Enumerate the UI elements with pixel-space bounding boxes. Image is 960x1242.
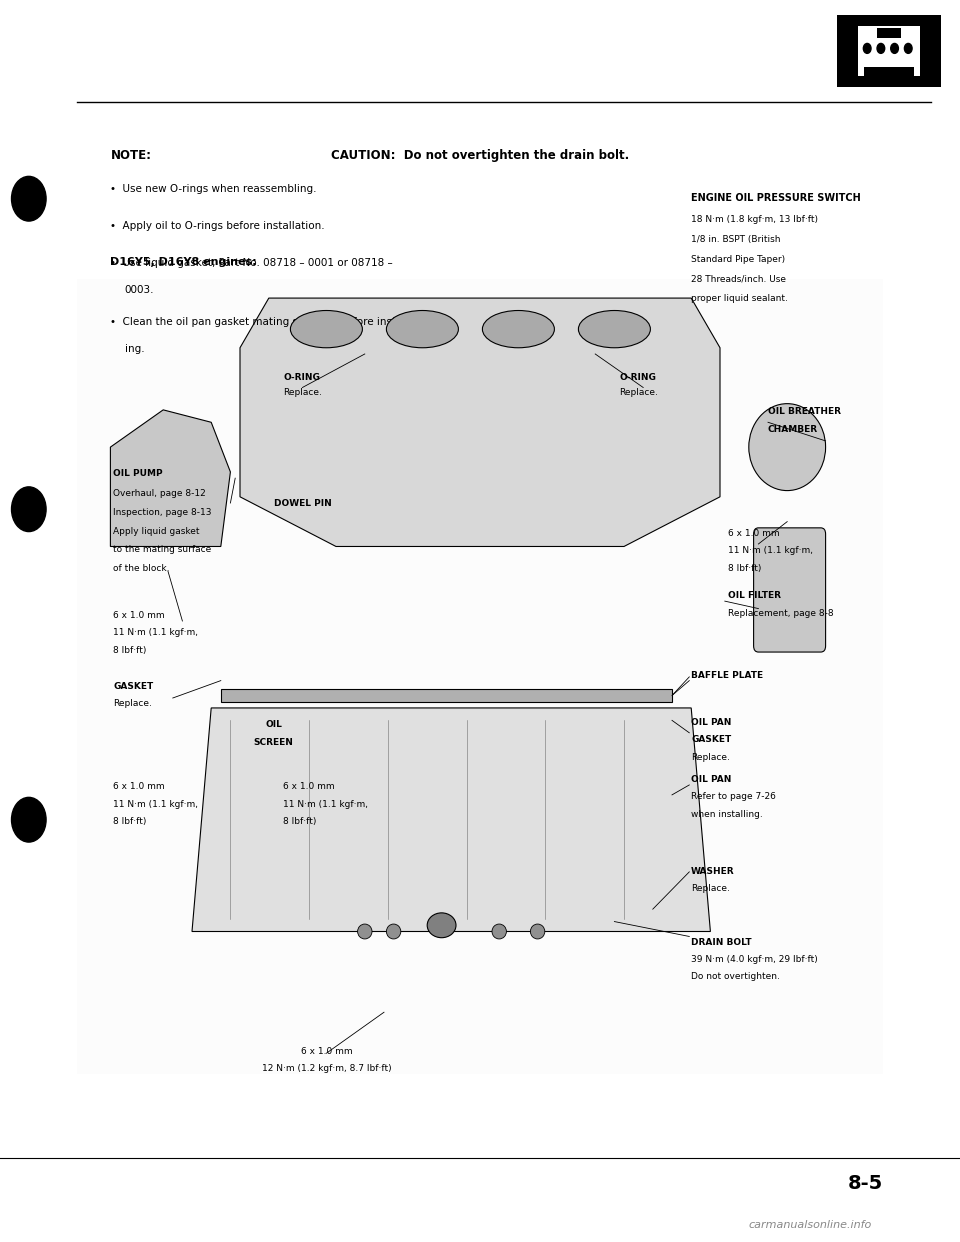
Text: Replace.: Replace. xyxy=(113,699,152,708)
Text: DRAIN BOLT: DRAIN BOLT xyxy=(691,938,752,946)
Text: 8-5: 8-5 xyxy=(848,1174,883,1192)
FancyBboxPatch shape xyxy=(77,279,883,1074)
Text: OIL FILTER: OIL FILTER xyxy=(728,591,780,600)
Text: of the block.: of the block. xyxy=(113,564,170,573)
Text: 8 lbf·ft): 8 lbf·ft) xyxy=(113,817,147,826)
Text: 18 N·m (1.8 kgf·m, 13 lbf·ft): 18 N·m (1.8 kgf·m, 13 lbf·ft) xyxy=(691,215,818,224)
Text: proper liquid sealant.: proper liquid sealant. xyxy=(691,294,788,303)
Ellipse shape xyxy=(291,310,363,348)
Text: 8 lbf·ft): 8 lbf·ft) xyxy=(283,817,317,826)
Ellipse shape xyxy=(530,924,545,939)
Text: 8 lbf·ft): 8 lbf·ft) xyxy=(728,564,761,573)
Text: 0003.: 0003. xyxy=(125,284,155,294)
Ellipse shape xyxy=(386,924,400,939)
Text: GASKET: GASKET xyxy=(691,735,732,744)
Text: Do not overtighten.: Do not overtighten. xyxy=(691,972,780,981)
Circle shape xyxy=(904,43,912,53)
Text: 11 N·m (1.1 kgf·m,: 11 N·m (1.1 kgf·m, xyxy=(113,628,199,637)
FancyBboxPatch shape xyxy=(876,29,901,39)
Text: CAUTION:  Do not overtighten the drain bolt.: CAUTION: Do not overtighten the drain bo… xyxy=(331,149,629,161)
Circle shape xyxy=(12,176,46,221)
Text: O-RING: O-RING xyxy=(620,373,657,381)
Text: Overhaul, page 8-12: Overhaul, page 8-12 xyxy=(113,489,206,498)
Text: Refer to page 7-26: Refer to page 7-26 xyxy=(691,792,776,801)
Text: 11 N·m (1.1 kgf·m,: 11 N·m (1.1 kgf·m, xyxy=(113,800,199,809)
Text: OIL PAN: OIL PAN xyxy=(691,718,732,727)
Text: •  Use new O-rings when reassembling.: • Use new O-rings when reassembling. xyxy=(110,184,317,194)
Text: OIL PAN: OIL PAN xyxy=(691,775,732,784)
Text: GASKET: GASKET xyxy=(113,682,154,691)
Text: ing.: ing. xyxy=(125,344,144,354)
Circle shape xyxy=(12,487,46,532)
Circle shape xyxy=(877,43,885,53)
Text: ⬛: ⬛ xyxy=(886,46,892,56)
Circle shape xyxy=(891,43,899,53)
Text: 11 N·m (1.1 kgf·m,: 11 N·m (1.1 kgf·m, xyxy=(728,546,813,555)
FancyBboxPatch shape xyxy=(754,528,826,652)
Text: SCREEN: SCREEN xyxy=(253,738,294,746)
Text: Replacement, page 8-8: Replacement, page 8-8 xyxy=(728,609,833,617)
Text: •  Apply oil to O-rings before installation.: • Apply oil to O-rings before installati… xyxy=(110,221,325,231)
Text: •  Use liquid gasket, Part No. 08718 – 0001 or 08718 –: • Use liquid gasket, Part No. 08718 – 00… xyxy=(110,257,394,267)
Text: Inspection, page 8-13: Inspection, page 8-13 xyxy=(113,508,212,517)
Text: CHAMBER: CHAMBER xyxy=(768,425,818,433)
Polygon shape xyxy=(240,298,720,546)
Text: Replace.: Replace. xyxy=(283,388,322,396)
Text: Replace.: Replace. xyxy=(691,753,730,761)
Text: 6 x 1.0 mm: 6 x 1.0 mm xyxy=(113,611,165,620)
Text: 11 N·m (1.1 kgf·m,: 11 N·m (1.1 kgf·m, xyxy=(283,800,369,809)
Text: OIL PUMP: OIL PUMP xyxy=(113,469,163,478)
FancyBboxPatch shape xyxy=(858,26,920,76)
Text: Apply liquid gasket: Apply liquid gasket xyxy=(113,527,200,535)
Text: ENGINE OIL PRESSURE SWITCH: ENGINE OIL PRESSURE SWITCH xyxy=(691,193,861,202)
Ellipse shape xyxy=(578,310,651,348)
Text: Replace.: Replace. xyxy=(619,388,658,396)
Text: OIL: OIL xyxy=(265,720,282,729)
Polygon shape xyxy=(110,410,230,546)
Circle shape xyxy=(12,797,46,842)
Ellipse shape xyxy=(386,310,459,348)
Text: 6 x 1.0 mm: 6 x 1.0 mm xyxy=(728,529,780,538)
Text: 6 x 1.0 mm: 6 x 1.0 mm xyxy=(283,782,335,791)
FancyBboxPatch shape xyxy=(837,22,855,79)
Text: 28 Threads/inch. Use: 28 Threads/inch. Use xyxy=(691,274,786,283)
Ellipse shape xyxy=(483,310,555,348)
Text: 6 x 1.0 mm: 6 x 1.0 mm xyxy=(113,782,165,791)
Polygon shape xyxy=(221,689,672,702)
Text: NOTE:: NOTE: xyxy=(110,149,152,161)
Polygon shape xyxy=(192,708,710,932)
Text: 1/8 in. BSPT (British: 1/8 in. BSPT (British xyxy=(691,235,780,243)
Text: WASHER: WASHER xyxy=(691,867,734,876)
Text: O-RING: O-RING xyxy=(284,373,321,381)
Text: D16Y5, D16Y8 engines:: D16Y5, D16Y8 engines: xyxy=(110,257,257,267)
Text: 12 N·m (1.2 kgf·m, 8.7 lbf·ft): 12 N·m (1.2 kgf·m, 8.7 lbf·ft) xyxy=(261,1064,392,1073)
Circle shape xyxy=(863,43,871,53)
Text: Replace.: Replace. xyxy=(691,884,730,893)
Ellipse shape xyxy=(427,913,456,938)
Text: when installing.: when installing. xyxy=(691,810,763,818)
Text: carmanualsonline.info: carmanualsonline.info xyxy=(749,1220,872,1230)
Ellipse shape xyxy=(357,924,372,939)
Text: •  Clean the oil pan gasket mating surfaces before install-: • Clean the oil pan gasket mating surfac… xyxy=(110,317,413,327)
FancyBboxPatch shape xyxy=(837,15,941,87)
Text: Standard Pipe Taper): Standard Pipe Taper) xyxy=(691,255,785,263)
Text: 8 lbf·ft): 8 lbf·ft) xyxy=(113,646,147,655)
Text: to the mating surface: to the mating surface xyxy=(113,545,211,554)
FancyBboxPatch shape xyxy=(864,67,914,79)
Text: OIL BREATHER: OIL BREATHER xyxy=(768,407,841,416)
Text: DOWEL PIN: DOWEL PIN xyxy=(274,499,331,508)
Ellipse shape xyxy=(749,404,826,491)
Text: 6 x 1.0 mm: 6 x 1.0 mm xyxy=(300,1047,352,1056)
Ellipse shape xyxy=(492,924,507,939)
Text: 39 N·m (4.0 kgf·m, 29 lbf·ft): 39 N·m (4.0 kgf·m, 29 lbf·ft) xyxy=(691,955,818,964)
Text: BAFFLE PLATE: BAFFLE PLATE xyxy=(691,671,763,679)
